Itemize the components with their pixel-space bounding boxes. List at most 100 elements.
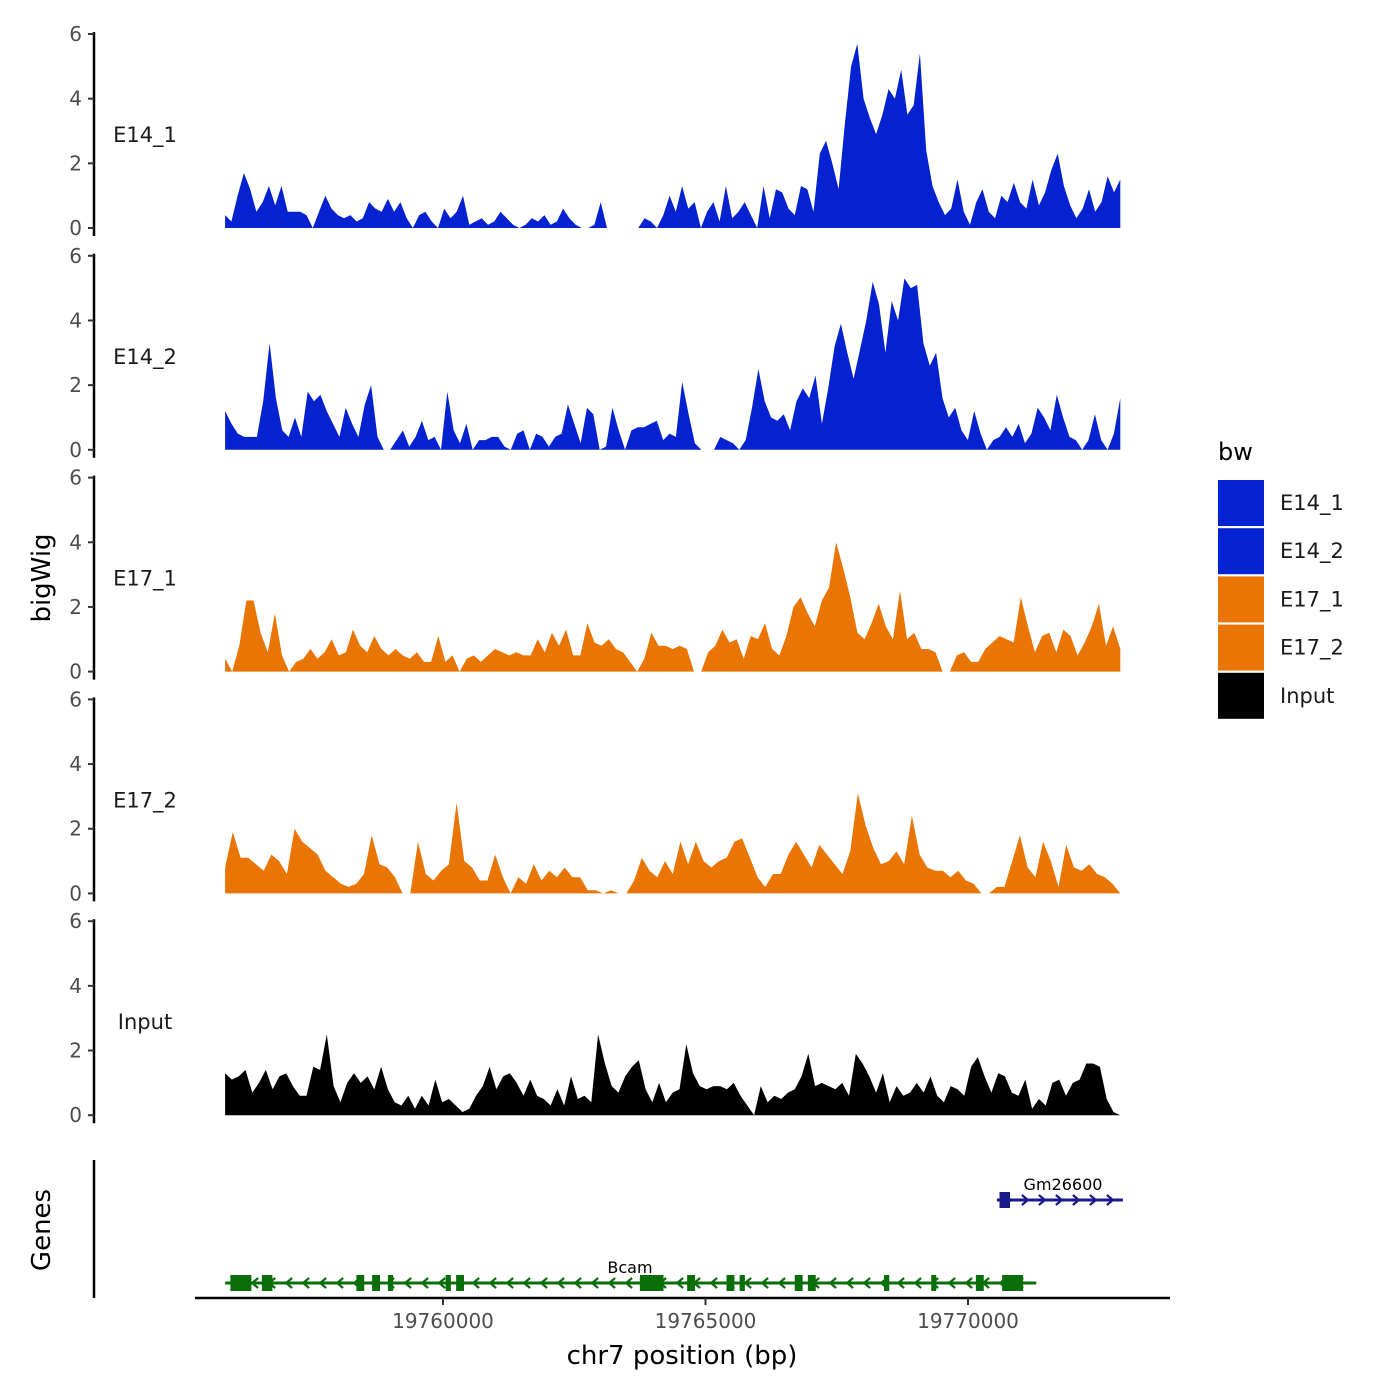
tracks-layer: 0 2 4 6 E14_1 0 2 4 6 E14_2 0 2 4 6 E17_1 0 2 4 6 E17_2 0 2 4 6… [69, 22, 1121, 1127]
y-tick-label: 2 [69, 151, 82, 175]
x-tick-label: 19770000 [917, 1309, 1019, 1333]
gene-label: Gm26600 [1024, 1175, 1103, 1194]
strand-chevron [1021, 1194, 1030, 1206]
track-label: E17_1 [113, 567, 177, 592]
gene-exon [975, 1275, 984, 1291]
legend-label: E14_1 [1280, 491, 1344, 516]
strand-chevron [556, 1277, 565, 1289]
legend-label: E17_2 [1280, 636, 1344, 661]
strand-chevron [1106, 1194, 1115, 1206]
y-tick-label: 0 [69, 660, 82, 684]
strand-chevron [437, 1277, 446, 1289]
strand-chevron [318, 1277, 327, 1289]
legend-swatch [1218, 672, 1264, 719]
gene-exon [1002, 1275, 1024, 1291]
genes-layer: Gm26600 Bcam [92, 1160, 1123, 1298]
track-label: E14_2 [113, 345, 177, 370]
y-tick-label: 6 [69, 466, 82, 490]
track-label: E17_2 [113, 788, 177, 813]
strand-chevron [1038, 1194, 1047, 1206]
track-e14-2: 0 2 4 6 E14_2 [69, 244, 1121, 462]
gene-gm26600: Gm26600 [996, 1175, 1123, 1208]
strand-chevron [1089, 1194, 1098, 1206]
gene-exon [261, 1275, 273, 1291]
y-tick-label: 0 [69, 438, 82, 462]
y-tick-label: 6 [69, 244, 82, 268]
track-e17-1: 0 2 4 6 E17_1 [69, 466, 1121, 684]
x-axis-title: chr7 position (bp) [567, 1341, 798, 1371]
strand-chevron [624, 1277, 633, 1289]
y-tick-label: 4 [69, 87, 82, 111]
legend-title: bw [1218, 438, 1253, 466]
strand-chevron [590, 1277, 599, 1289]
track-area [225, 1034, 1121, 1116]
gene-exon [456, 1275, 464, 1291]
strand-chevron [845, 1277, 854, 1289]
y-tick-label: 2 [69, 817, 82, 841]
gene-exon [230, 1275, 252, 1291]
track-e14-1: 0 2 4 6 E14_1 [69, 22, 1121, 240]
y-tick-label: 2 [69, 373, 82, 397]
track-area [225, 793, 1121, 894]
x-tick-label: 19760000 [392, 1309, 494, 1333]
y-tick-label: 6 [69, 687, 82, 711]
legend-swatch [1218, 624, 1264, 671]
strand-chevron [964, 1277, 973, 1289]
gene-bcam: Bcam [225, 1258, 1037, 1291]
x-tick-label: 19765000 [655, 1309, 757, 1333]
track-input: 0 2 4 6 Input [69, 909, 1121, 1127]
x-axis: 19760000 19765000 19770000 [195, 1296, 1170, 1333]
strand-chevron [709, 1277, 718, 1289]
strand-chevron [760, 1277, 769, 1289]
track-area [225, 542, 1121, 672]
y-tick-label: 0 [69, 216, 82, 240]
gene-exon [387, 1275, 394, 1291]
y-tick-label: 4 [69, 530, 82, 554]
track-area [225, 43, 1121, 229]
gene-exon [687, 1275, 695, 1291]
gene-exon [999, 1192, 1010, 1208]
legend-swatch [1218, 528, 1264, 575]
strand-chevron [335, 1277, 344, 1289]
strand-chevron [947, 1277, 956, 1289]
strand-chevron [488, 1277, 497, 1289]
gene-exon [794, 1275, 803, 1291]
legend-label: E14_2 [1280, 539, 1344, 564]
legend-swatch [1218, 576, 1264, 623]
strand-chevron [607, 1277, 616, 1289]
strand-chevron [471, 1277, 480, 1289]
strand-chevron [862, 1277, 871, 1289]
y-tick-label: 2 [69, 595, 82, 619]
gene-exon [884, 1275, 890, 1291]
track-label: Input [118, 1010, 172, 1034]
track-area [225, 278, 1121, 450]
strand-chevron [250, 1277, 259, 1289]
gene-exon [739, 1275, 745, 1291]
strand-chevron [1055, 1194, 1064, 1206]
y-tick-label: 2 [69, 1039, 82, 1063]
strand-chevron [896, 1277, 905, 1289]
legend: bw E14_1 E14_2 E17_1 E17_2 Input [1218, 438, 1344, 719]
strand-chevron [828, 1277, 837, 1289]
strand-chevron [777, 1277, 786, 1289]
gene-exon [807, 1275, 816, 1291]
legend-swatch [1218, 480, 1264, 526]
strand-chevron [284, 1277, 293, 1289]
gene-exon [726, 1275, 735, 1291]
gene-exon [356, 1275, 365, 1291]
gene-label: Bcam [607, 1258, 652, 1277]
strand-chevron [522, 1277, 531, 1289]
strand-chevron [420, 1277, 429, 1289]
legend-label: Input [1280, 684, 1334, 708]
y-tick-label: 4 [69, 752, 82, 776]
gene-exon [372, 1275, 380, 1291]
y-tick-label: 6 [69, 909, 82, 933]
strand-chevron [539, 1277, 548, 1289]
strand-chevron [743, 1277, 752, 1289]
legend-label: E17_1 [1280, 587, 1344, 612]
track-label: E14_1 [113, 123, 177, 148]
y-tick-label: 0 [69, 881, 82, 905]
strand-chevron [403, 1277, 412, 1289]
